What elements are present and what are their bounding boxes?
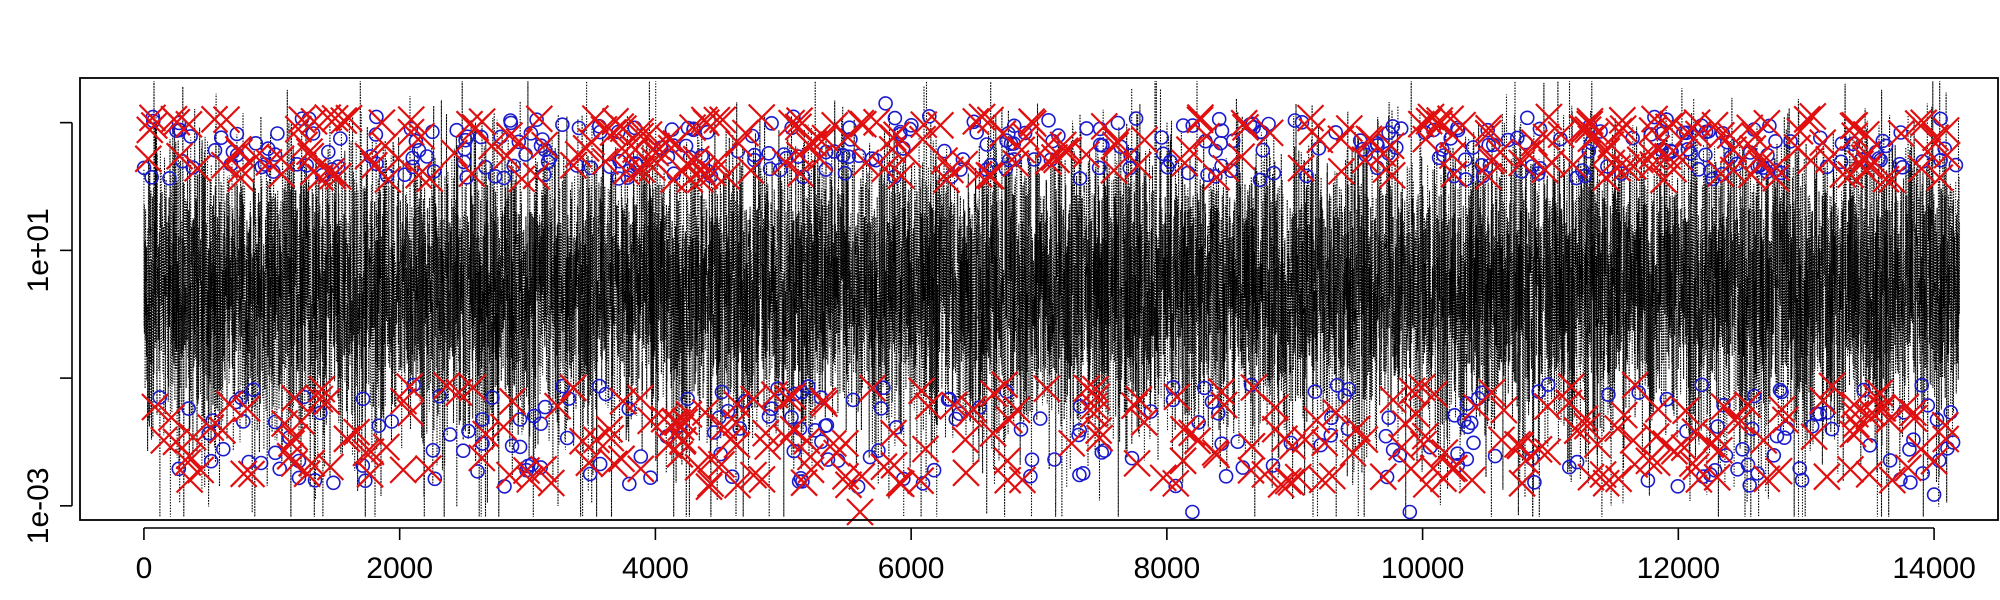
circle-marker [357, 392, 370, 405]
plot-data [135, 81, 1962, 525]
circle-marker [1182, 166, 1195, 179]
circle-marker [1155, 131, 1168, 144]
circle-marker [498, 480, 511, 493]
circle-marker [1884, 454, 1897, 467]
circle-marker [457, 444, 470, 457]
circle-marker [1300, 169, 1313, 182]
circle-marker [217, 443, 230, 456]
circle-marker [1080, 122, 1093, 135]
circle-marker [1130, 112, 1143, 125]
circle-marker [1671, 480, 1684, 493]
circle-marker [888, 112, 901, 125]
